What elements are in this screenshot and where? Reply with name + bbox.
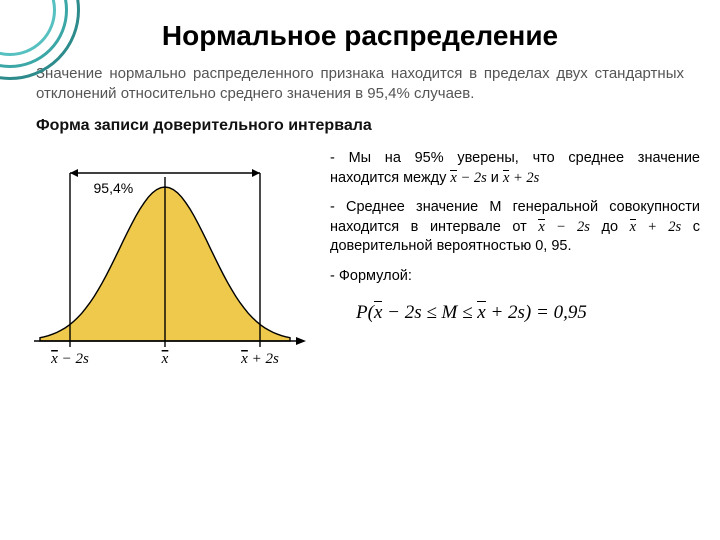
bullet-1: - Мы на 95% уверены, что среднее значени… [330,149,700,188]
formula-xbar-plus-2s: x + 2s [503,170,539,186]
formula-xbar-minus-2s: x − 2s [450,170,486,186]
intro-paragraph: Значение нормально распределенного призн… [0,64,720,103]
bullets: - Мы на 95% уверены, что среднее значени… [330,143,700,383]
svg-text:x − 2s: x − 2s [50,351,89,367]
content-row: 95,4% x − 2s x x + 2s - Мы на 95% уверены, … [0,143,720,383]
formula-xbar-plus-2s-b: x + 2s [630,219,682,235]
bell-curve-svg: 95,4% x − 2s x x + 2s [20,143,310,383]
corner-rings [0,0,80,80]
bullet-2: - Среднее значение M генеральной совокуп… [330,198,700,257]
page-title: Нормальное распределение [0,0,720,64]
confidence-formula: P(x − 2s ≤ M ≤ x + 2s) = 0,95 [330,296,700,326]
svg-text:x + 2s: x + 2s [240,351,279,367]
svg-text:95,4%: 95,4% [94,180,134,196]
formula-xbar-minus-2s-b: x − 2s [538,219,590,235]
bell-curve-chart: 95,4% x − 2s x x + 2s [20,143,320,383]
bullet-3: - Формулой: [330,267,700,287]
svg-text:x: x [161,351,169,367]
subtitle: Форма записи доверительного интервала [0,103,720,143]
